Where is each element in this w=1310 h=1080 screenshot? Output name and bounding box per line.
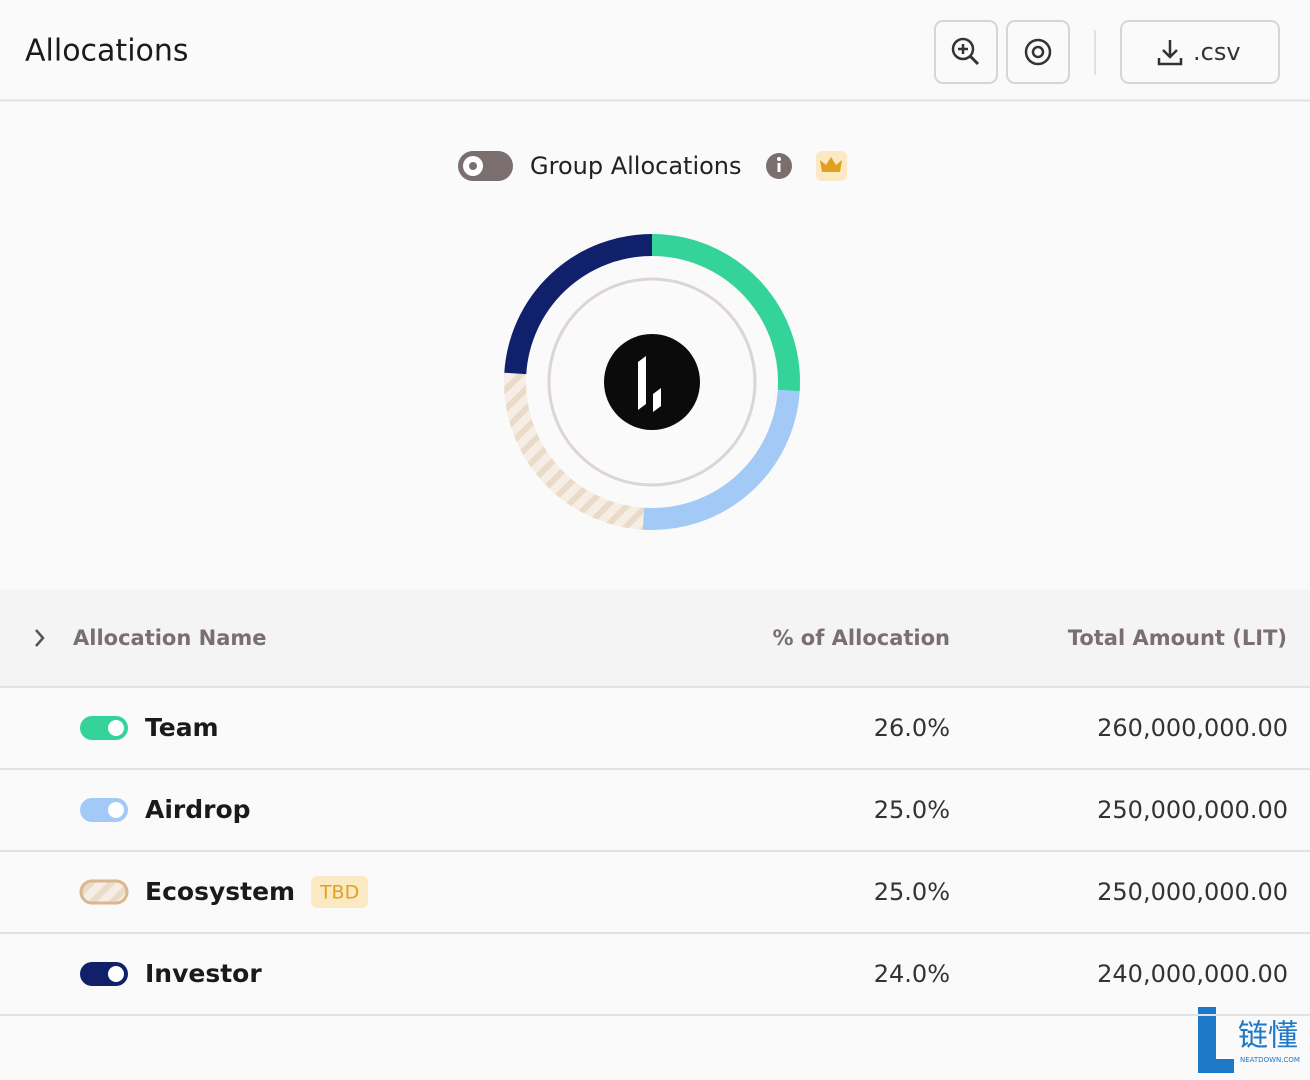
table-header bbox=[0, 590, 1310, 687]
watermark-title: 链懂 bbox=[1238, 1019, 1298, 1054]
allocation-name: Airdrop bbox=[145, 795, 251, 824]
csv-button[interactable]: .csv bbox=[1120, 20, 1280, 84]
toggle-knob bbox=[108, 802, 124, 818]
expand-chevron[interactable] bbox=[35, 629, 45, 647]
series-toggle[interactable] bbox=[80, 716, 128, 740]
donut-segment bbox=[504, 372, 645, 530]
watermark: 链懂 NEATDOWN.COM bbox=[1198, 1007, 1300, 1073]
column-header: Total Amount (LIT) bbox=[1068, 626, 1287, 650]
allocation-percent: 25.0% bbox=[874, 796, 950, 824]
donut-segment bbox=[504, 234, 653, 375]
allocation-amount: 250,000,000.00 bbox=[1097, 878, 1288, 906]
allocation-amount: 240,000,000.00 bbox=[1097, 960, 1288, 988]
series-toggle[interactable] bbox=[80, 798, 128, 822]
allocation-amount: 250,000,000.00 bbox=[1097, 796, 1288, 824]
watermark-subtitle: NEATDOWN.COM bbox=[1240, 1056, 1300, 1064]
allocation-name: Team bbox=[145, 713, 219, 742]
premium-badge bbox=[816, 151, 847, 181]
column-header: % of Allocation bbox=[772, 626, 950, 650]
toggle-knob bbox=[108, 720, 124, 736]
logo bbox=[604, 334, 700, 430]
allocation-percent: 26.0% bbox=[874, 714, 950, 742]
inner-ring bbox=[547, 277, 757, 487]
toggle-knob bbox=[108, 966, 124, 982]
chart-type-button[interactable] bbox=[1006, 20, 1070, 84]
donut-segment bbox=[642, 389, 800, 530]
allocation-percent: 25.0% bbox=[874, 878, 950, 906]
info-icon[interactable] bbox=[766, 153, 792, 179]
tag-badge bbox=[311, 876, 369, 908]
allocation-name: Ecosystem bbox=[145, 877, 295, 906]
allocation-name: Investor bbox=[145, 959, 262, 988]
group-toggle[interactable] bbox=[458, 151, 513, 181]
series-toggle[interactable] bbox=[79, 879, 129, 905]
toggle-track bbox=[79, 879, 129, 905]
column-header: Allocation Name bbox=[73, 626, 267, 650]
donut-segment bbox=[651, 234, 800, 392]
csv-label: .csv bbox=[1193, 38, 1241, 66]
allocation-percent: 24.0% bbox=[874, 960, 950, 988]
series-toggle[interactable] bbox=[80, 962, 128, 986]
zoom-button[interactable] bbox=[934, 20, 998, 84]
allocation-amount: 260,000,000.00 bbox=[1097, 714, 1288, 742]
group-label: Group Allocations bbox=[530, 152, 742, 180]
tag-label: TBD bbox=[319, 882, 359, 904]
panel-title: Allocations bbox=[25, 34, 189, 69]
